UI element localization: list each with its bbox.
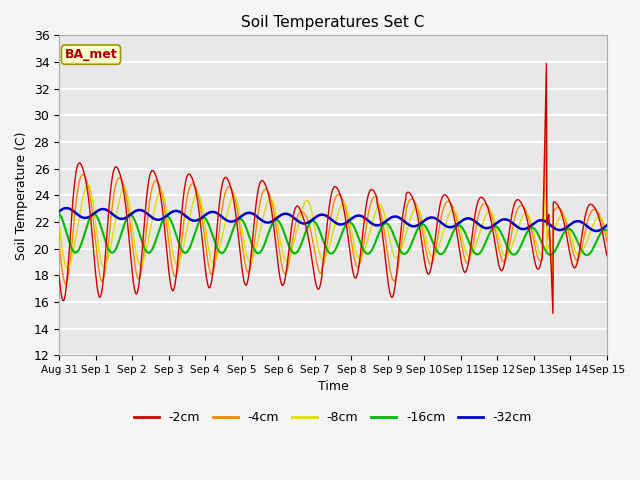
Legend: -2cm, -4cm, -8cm, -16cm, -32cm: -2cm, -4cm, -8cm, -16cm, -32cm (129, 406, 537, 429)
Title: Soil Temperatures Set C: Soil Temperatures Set C (241, 15, 425, 30)
Text: BA_met: BA_met (65, 48, 117, 61)
X-axis label: Time: Time (317, 381, 348, 394)
Y-axis label: Soil Temperature (C): Soil Temperature (C) (15, 131, 28, 260)
